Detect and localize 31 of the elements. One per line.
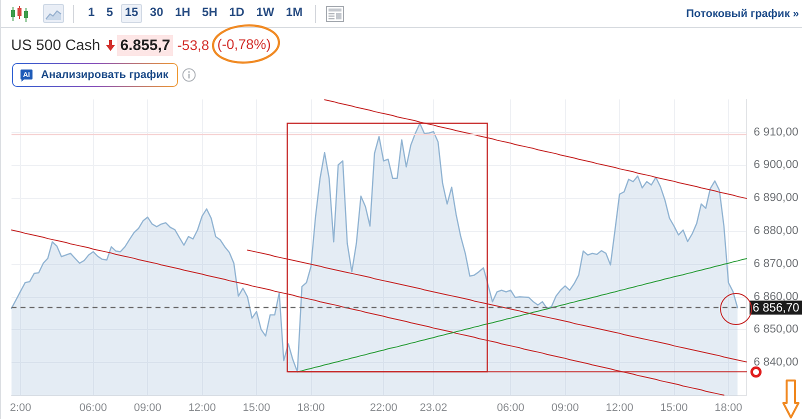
y-tick-label: 6 900,00 (754, 159, 798, 172)
y-tick-label: 6 890,00 (754, 192, 798, 204)
x-tick-label: 15:00 (242, 402, 270, 414)
x-tick-label: 12:00 (188, 402, 216, 414)
text: -53,8 (177, 37, 210, 53)
y-tick-label: 6 870,00 (754, 258, 798, 270)
x-tick-label: 22:00 (370, 402, 398, 414)
x-tick-label: 06:00 (496, 402, 524, 414)
y-tick-label: 6 860,00 (754, 290, 798, 303)
x-tick-label: 15:00 (660, 402, 688, 414)
chart-title: US 500 Cash (11, 36, 100, 54)
x-tick-label: 06:00 (79, 402, 107, 414)
x-tick-label: 2:00 (10, 402, 32, 414)
x-tick-label: 18:00 (297, 402, 325, 414)
line-series (324, 99, 748, 199)
y-tick-label: 6 850,00 (754, 324, 798, 336)
ref-line-label: 6 856,70 (752, 300, 800, 315)
line-series (246, 250, 748, 362)
x-tick-label: 09:00 (134, 402, 162, 414)
y-tick-label: 6 840,00 (754, 356, 798, 369)
x-tick-label: 09:00 (551, 402, 579, 414)
text: Анализировать график (41, 69, 168, 81)
text: 1 5 15 30 1H 5H 1D 1W 1M (88, 5, 303, 19)
text: Потоковый график » (686, 8, 799, 20)
text: (-0,78%) (217, 36, 271, 52)
y-tick-label: 6 880,00 (754, 225, 798, 237)
x-tick-label: 18:00 (714, 402, 742, 414)
y-tick-label: 6 910,00 (754, 126, 798, 138)
x-tick-label: 23.02 (420, 402, 448, 414)
text: 6.855,7 (117, 34, 174, 56)
x-tick-label: 12:00 (606, 402, 634, 414)
